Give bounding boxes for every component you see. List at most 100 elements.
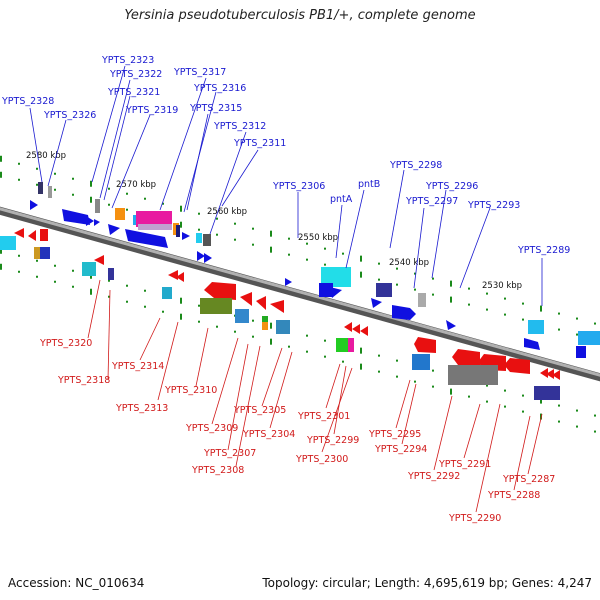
track-tick <box>468 395 470 398</box>
gene-label: YPTS_2300 <box>295 454 348 465</box>
track-tick <box>486 384 488 387</box>
gene-label: YPTS_2323 <box>101 55 154 66</box>
track-tick <box>594 414 596 417</box>
gene-label: YPTS_2291 <box>438 459 491 470</box>
track-tick <box>522 394 524 397</box>
track-tick <box>252 319 254 322</box>
gene-label: YPTS_2326 <box>43 110 96 121</box>
track-tick <box>306 258 308 261</box>
track-tick <box>198 304 200 307</box>
track-tick <box>270 246 272 253</box>
track-tick <box>396 283 398 286</box>
scale-label: 2570 kbp <box>116 180 156 190</box>
track-tick <box>450 296 452 303</box>
track-tick <box>234 222 236 225</box>
track-tick <box>126 192 128 195</box>
gene-label: YPTS_2322 <box>109 69 162 80</box>
track-tick <box>378 262 380 265</box>
track-tick <box>54 172 56 175</box>
gene-label: YPTS_2290 <box>448 513 501 524</box>
track-tick <box>90 288 92 295</box>
gene-label: YPTS_2306 <box>272 181 325 192</box>
track-tick <box>306 334 308 337</box>
track-tick <box>342 360 344 363</box>
track-tick <box>306 242 308 245</box>
scale-label: 2550 kbp <box>298 233 338 243</box>
track-tick <box>414 380 416 383</box>
track-tick <box>504 297 506 300</box>
track-tick <box>486 292 488 295</box>
gene-label: YPTS_2298 <box>389 160 442 171</box>
track-tick <box>378 354 380 357</box>
gene-label: YPTS_2319 <box>125 105 178 116</box>
gene-label: YPTS_2307 <box>203 448 256 459</box>
gene-label: YPTS_2320 <box>39 338 92 349</box>
track-tick <box>504 389 506 392</box>
track-tick <box>72 177 74 180</box>
track-tick <box>0 263 2 270</box>
track-tick <box>180 297 182 304</box>
track-tick <box>180 313 182 320</box>
track-tick <box>126 300 128 303</box>
scale-labels: 2580 kbp 2570 kbp 2560 kbp 2550 kbp 2540… <box>26 151 522 291</box>
track-tick <box>144 305 146 308</box>
gene-label: YPTS_2289 <box>517 245 570 256</box>
track-tick <box>0 155 2 162</box>
gene-label: YPTS_2287 <box>502 474 555 485</box>
track-tick <box>576 333 578 336</box>
track-tick <box>198 320 200 323</box>
track-tick <box>324 263 326 266</box>
gene-label: YPTS_2297 <box>405 196 458 207</box>
track-tick <box>486 400 488 403</box>
track-tick <box>252 335 254 338</box>
track-tick <box>396 267 398 270</box>
track-tick <box>270 338 272 345</box>
track-tick <box>144 289 146 292</box>
track-tick <box>162 310 164 313</box>
track-tick <box>270 322 272 329</box>
track-tick <box>36 259 38 262</box>
track-tick <box>558 328 560 331</box>
track-tick <box>450 280 452 287</box>
track-tick <box>504 313 506 316</box>
track-tick <box>252 227 254 230</box>
track-tick <box>576 317 578 320</box>
track-tick <box>414 272 416 275</box>
track-tick <box>576 409 578 412</box>
track-tick <box>216 325 218 328</box>
track-tick <box>306 350 308 353</box>
gene-label: YPTS_2288 <box>487 490 540 501</box>
track-tick <box>72 193 74 196</box>
track-tick <box>198 228 200 231</box>
track-tick <box>108 279 110 282</box>
map-title: Yersinia pseudotuberculosis PB1/+, compl… <box>124 8 476 23</box>
gene-label: YPTS_2315 <box>189 103 242 114</box>
track-tick <box>234 238 236 241</box>
scale-label: 2530 kbp <box>482 281 522 291</box>
track-tick <box>36 183 38 186</box>
forward-genes <box>30 182 600 358</box>
tick-tracks <box>0 155 596 433</box>
track-tick <box>36 275 38 278</box>
gene-label: YPTS_2328 <box>1 96 54 107</box>
track-tick <box>216 217 218 220</box>
forward-gene-labels: YPTS_2323 YPTS_2322 YPTS_2321 YPTS_2317 … <box>1 55 570 256</box>
track-tick <box>72 285 74 288</box>
gene-label: YPTS_2318 <box>57 375 110 386</box>
track-tick <box>126 284 128 287</box>
track-tick <box>414 288 416 291</box>
track-tick <box>198 212 200 215</box>
track-tick <box>108 295 110 298</box>
track-tick <box>432 293 434 296</box>
track-tick <box>54 264 56 267</box>
track-tick <box>234 330 236 333</box>
scale-label: 2540 kbp <box>389 258 429 268</box>
gene-label: YPTS_2294 <box>374 444 427 455</box>
track-tick <box>540 305 542 312</box>
track-tick <box>450 388 452 395</box>
track-tick <box>54 280 56 283</box>
track-tick <box>90 180 92 187</box>
reverse-genes <box>0 228 560 400</box>
track-tick <box>270 230 272 237</box>
